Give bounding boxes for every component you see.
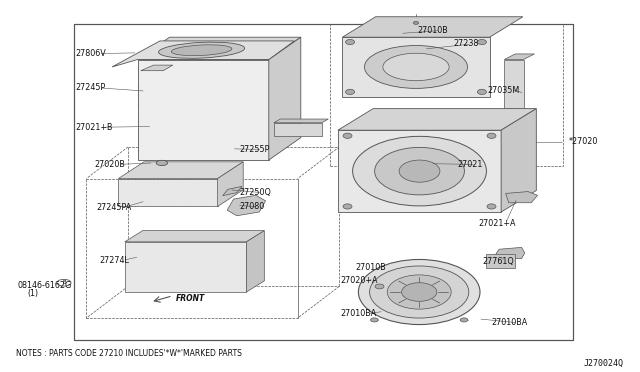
Text: 27021+A: 27021+A bbox=[479, 219, 516, 228]
Text: *27020: *27020 bbox=[568, 137, 598, 146]
Polygon shape bbox=[246, 231, 264, 292]
Bar bbox=[486, 254, 515, 268]
Ellipse shape bbox=[371, 318, 378, 322]
Text: 27035M: 27035M bbox=[488, 86, 520, 94]
Text: 27010B: 27010B bbox=[355, 263, 386, 272]
Text: 27761Q: 27761Q bbox=[483, 257, 515, 266]
Ellipse shape bbox=[57, 279, 71, 286]
Text: 27255P: 27255P bbox=[239, 145, 269, 154]
Polygon shape bbox=[501, 109, 536, 212]
Polygon shape bbox=[506, 192, 538, 203]
Ellipse shape bbox=[375, 284, 384, 289]
Text: J270024Q: J270024Q bbox=[584, 359, 624, 368]
Polygon shape bbox=[118, 162, 243, 179]
Ellipse shape bbox=[460, 318, 468, 322]
Text: 27806V: 27806V bbox=[76, 49, 106, 58]
Polygon shape bbox=[118, 179, 218, 206]
Polygon shape bbox=[218, 162, 243, 206]
Ellipse shape bbox=[346, 89, 355, 94]
Polygon shape bbox=[342, 37, 490, 97]
Bar bbox=[504, 60, 524, 119]
Ellipse shape bbox=[477, 89, 486, 94]
Text: 27021: 27021 bbox=[457, 160, 483, 169]
Bar bbox=[74, 24, 573, 340]
Polygon shape bbox=[125, 231, 264, 242]
Ellipse shape bbox=[487, 133, 496, 138]
Ellipse shape bbox=[365, 45, 467, 89]
Text: 27021+B: 27021+B bbox=[76, 123, 113, 132]
Text: 27020+A: 27020+A bbox=[340, 276, 378, 285]
Polygon shape bbox=[125, 242, 246, 292]
Ellipse shape bbox=[487, 204, 496, 209]
Text: 27274L: 27274L bbox=[99, 256, 129, 265]
Text: FRONT: FRONT bbox=[176, 294, 205, 303]
Ellipse shape bbox=[413, 21, 419, 25]
Polygon shape bbox=[141, 65, 173, 71]
Text: 27010BA: 27010BA bbox=[340, 309, 377, 318]
Polygon shape bbox=[338, 109, 536, 130]
Polygon shape bbox=[138, 60, 269, 160]
Text: NOTES : PARTS CODE 27210 INCLUDES'*W*'MARKED PARTS: NOTES : PARTS CODE 27210 INCLUDES'*W*'MA… bbox=[16, 349, 242, 358]
Ellipse shape bbox=[156, 160, 168, 166]
Bar bbox=[74, 24, 573, 340]
Ellipse shape bbox=[402, 283, 437, 301]
Bar bbox=[274, 123, 322, 136]
Polygon shape bbox=[496, 247, 525, 259]
Polygon shape bbox=[338, 130, 501, 212]
Bar bbox=[330, 24, 563, 166]
Text: 08146-6162G: 08146-6162G bbox=[18, 281, 72, 290]
Ellipse shape bbox=[172, 45, 232, 56]
Text: 27010B: 27010B bbox=[417, 26, 448, 35]
Ellipse shape bbox=[387, 275, 451, 309]
Ellipse shape bbox=[399, 160, 440, 182]
Text: 27245P: 27245P bbox=[76, 83, 106, 92]
Polygon shape bbox=[274, 119, 328, 123]
Ellipse shape bbox=[353, 137, 486, 206]
Text: 27238: 27238 bbox=[453, 39, 479, 48]
Ellipse shape bbox=[346, 39, 355, 45]
Ellipse shape bbox=[383, 53, 449, 81]
Ellipse shape bbox=[159, 42, 244, 58]
Polygon shape bbox=[138, 37, 301, 60]
Polygon shape bbox=[227, 195, 266, 216]
Polygon shape bbox=[269, 37, 301, 160]
Text: 27080: 27080 bbox=[239, 202, 264, 211]
Text: (1): (1) bbox=[28, 289, 38, 298]
Ellipse shape bbox=[358, 260, 480, 324]
Text: 27245PA: 27245PA bbox=[96, 203, 131, 212]
Polygon shape bbox=[112, 41, 294, 67]
Text: 27020B: 27020B bbox=[95, 160, 125, 169]
Polygon shape bbox=[342, 17, 523, 37]
Ellipse shape bbox=[370, 266, 469, 318]
Ellipse shape bbox=[343, 133, 352, 138]
Polygon shape bbox=[504, 54, 534, 60]
Polygon shape bbox=[223, 186, 242, 196]
Text: B: B bbox=[62, 280, 66, 285]
Ellipse shape bbox=[374, 147, 465, 195]
Text: 27250Q: 27250Q bbox=[239, 188, 271, 197]
Text: 27010BA: 27010BA bbox=[492, 318, 528, 327]
Ellipse shape bbox=[477, 39, 486, 45]
Ellipse shape bbox=[343, 204, 352, 209]
